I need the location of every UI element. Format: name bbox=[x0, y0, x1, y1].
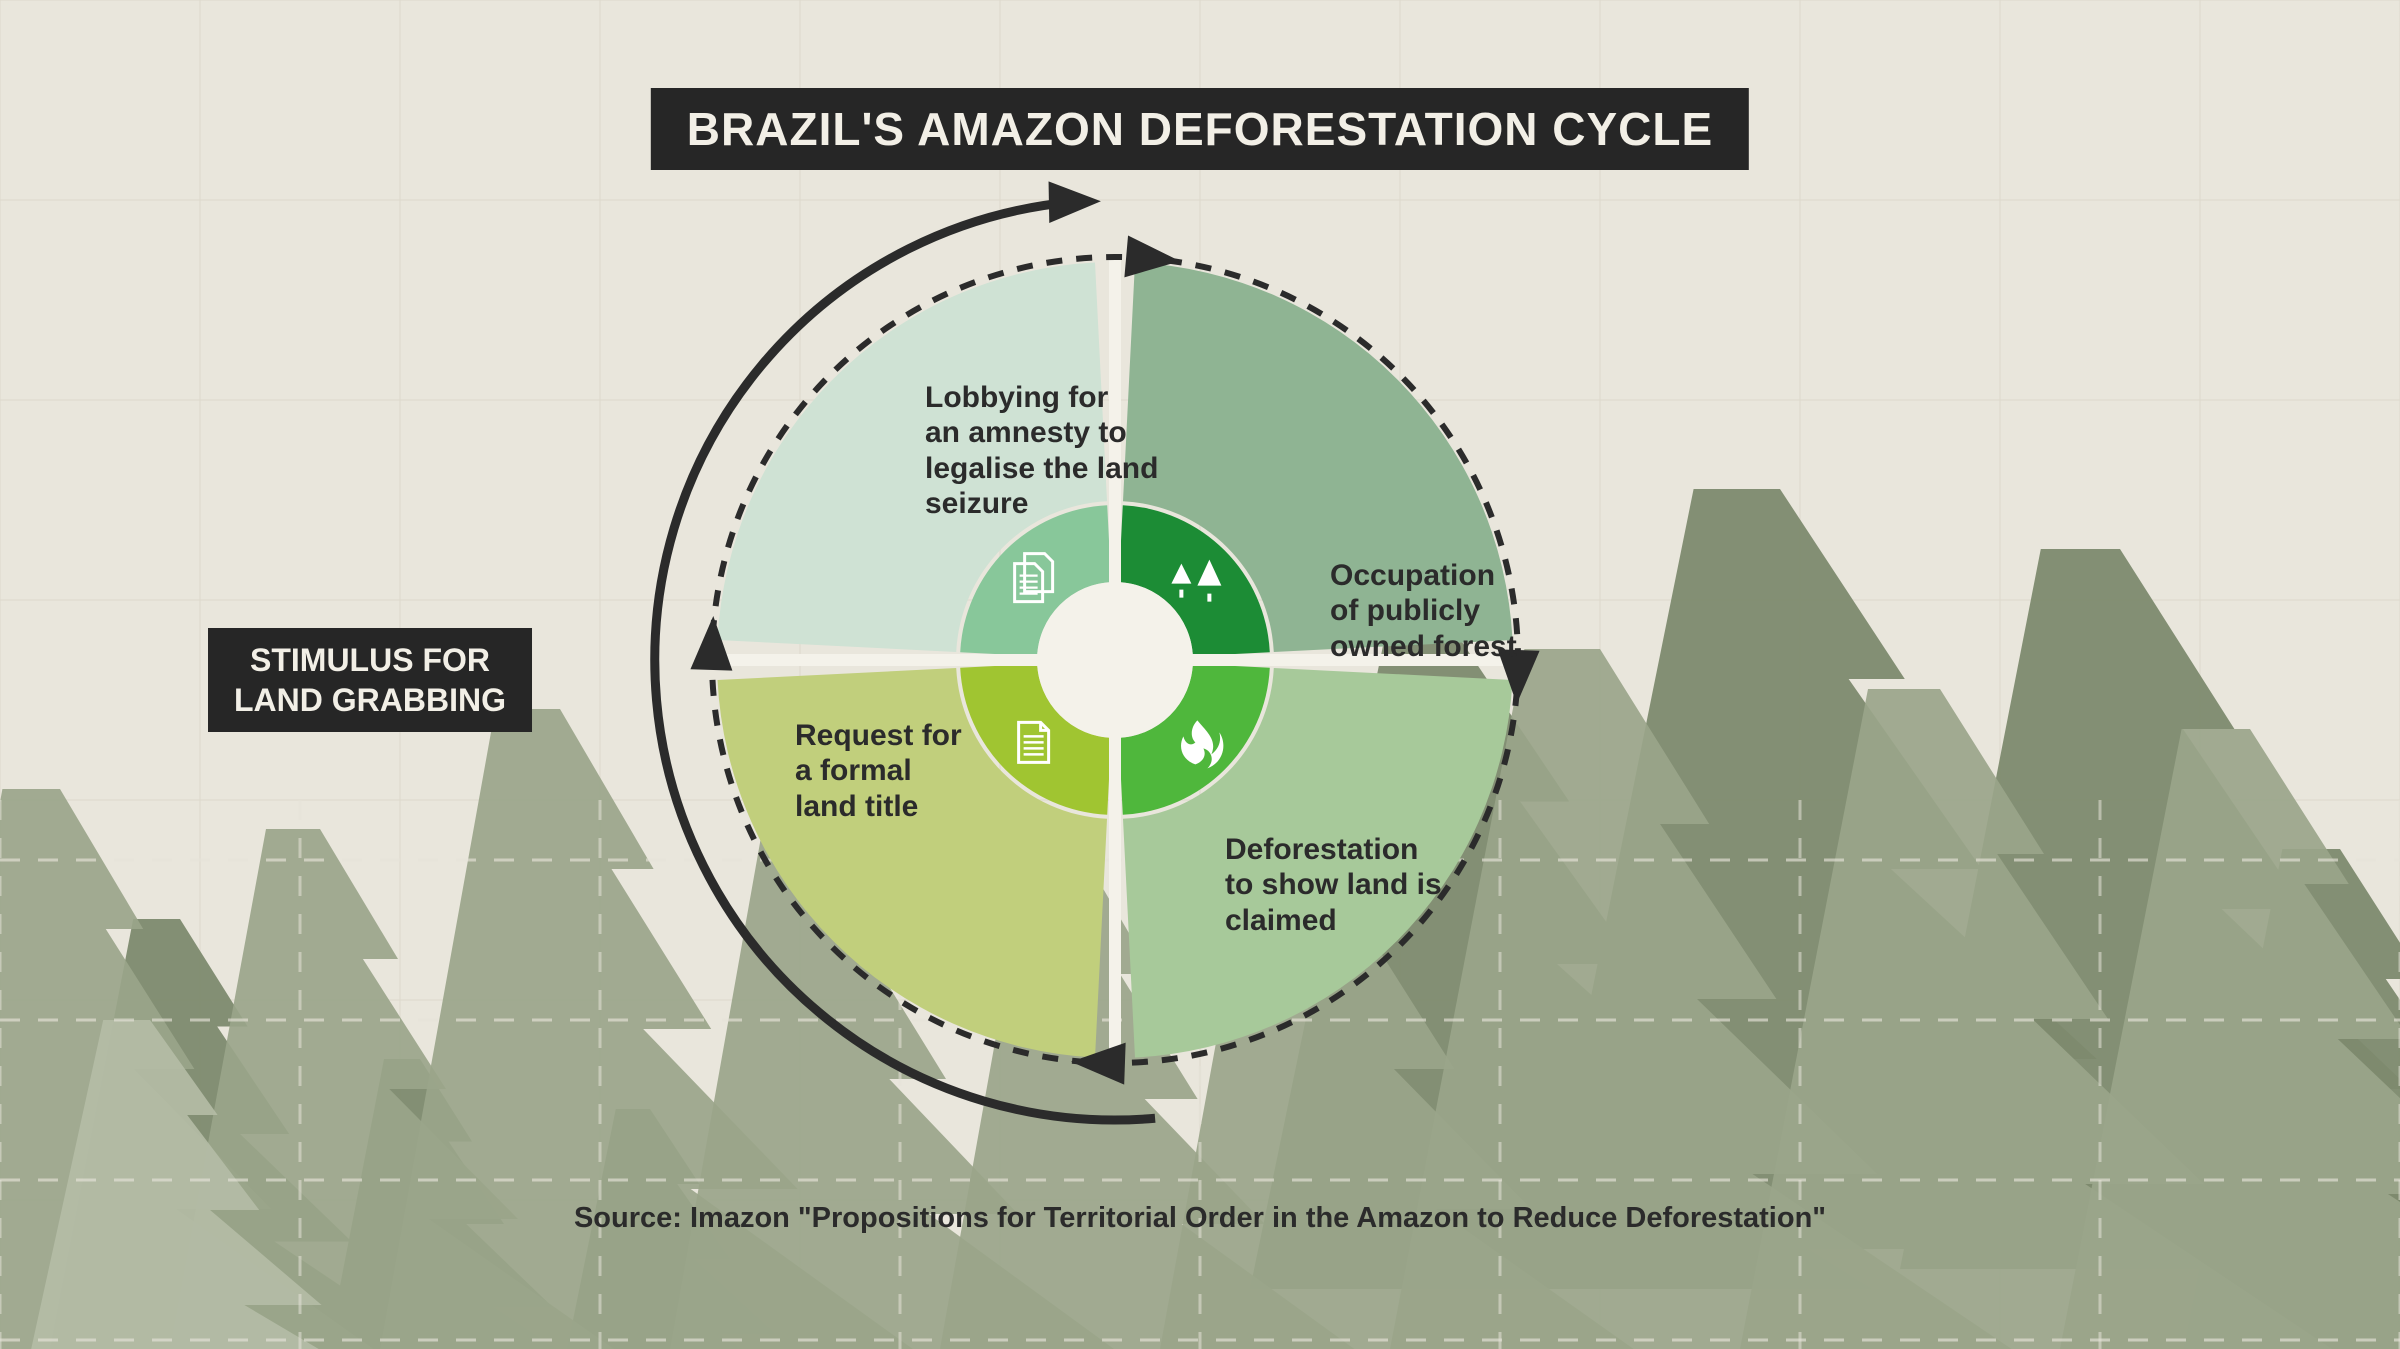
quad-label-line: owned forest bbox=[1330, 629, 1517, 664]
quad-label-line: Occupation bbox=[1330, 558, 1517, 593]
quadrant-label-ne: Occupationof publiclyowned forest bbox=[1330, 558, 1517, 664]
quad-label-line: claimed bbox=[1225, 903, 1442, 938]
quad-label-line: Lobbying for bbox=[925, 380, 1158, 415]
quadrant-label-nw: Lobbying foran amnesty tolegalise the la… bbox=[925, 380, 1158, 522]
quad-label-line: of publicly bbox=[1330, 593, 1517, 628]
title-box: BRAZIL'S AMAZON DEFORESTATION CYCLE bbox=[651, 88, 1749, 170]
quadrant-label-sw: Request fora formalland title bbox=[795, 718, 962, 824]
quad-label-line: Request for bbox=[795, 718, 962, 753]
quad-label-line: to show land is bbox=[1225, 867, 1442, 902]
side-label: STIMULUS FORLAND GRABBING bbox=[208, 628, 532, 732]
quad-label-line: a formal bbox=[795, 753, 962, 788]
source-line: Source: Imazon "Propositions for Territo… bbox=[574, 1202, 1826, 1235]
quad-label-line: seizure bbox=[925, 486, 1158, 521]
quadrant-label-se: Deforestationto show land isclaimed bbox=[1225, 832, 1442, 938]
quad-label-line: an amnesty to bbox=[925, 415, 1158, 450]
quad-label-line: land title bbox=[795, 789, 962, 824]
side-label-line: LAND GRABBING bbox=[234, 680, 506, 720]
quad-label-line: legalise the land bbox=[925, 451, 1158, 486]
title-text: BRAZIL'S AMAZON DEFORESTATION CYCLE bbox=[687, 103, 1713, 155]
quad-label-line: Deforestation bbox=[1225, 832, 1442, 867]
infographic-stage: BRAZIL'S AMAZON DEFORESTATION CYCLE STIM… bbox=[0, 0, 2400, 1349]
source-text: Source: Imazon "Propositions for Territo… bbox=[574, 1202, 1826, 1234]
side-label-line: STIMULUS FOR bbox=[234, 640, 506, 680]
